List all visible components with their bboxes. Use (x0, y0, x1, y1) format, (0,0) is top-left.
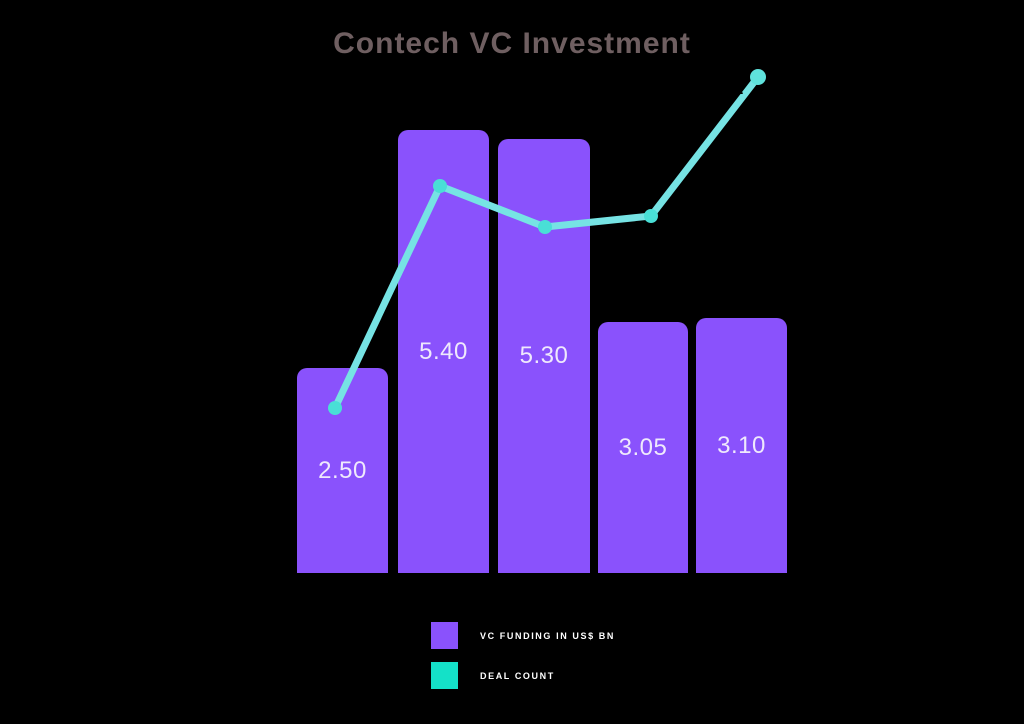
legend-swatch-teal (431, 662, 458, 689)
line-point-marker-4 (644, 209, 658, 223)
chart-title: Contech VC Investment (333, 27, 691, 60)
bar-4: 3.05 (598, 322, 688, 573)
legend-swatch-purple (431, 622, 458, 649)
bar-5-value-label: 3.10 (717, 431, 766, 459)
bar-1: 2.50 (297, 368, 388, 573)
bar-1-value-label: 2.50 (318, 456, 367, 484)
legend-label-funding: VC FUNDING IN US$ BN (480, 630, 616, 641)
line-point-marker-5 (750, 69, 766, 85)
legend-label-deal-count: DEAL COUNT (480, 670, 555, 681)
bar-3-value-label: 5.30 (519, 342, 569, 369)
legend: VC FUNDING IN US$ BN DEAL COUNT (431, 622, 615, 689)
legend-item-deal-count: DEAL COUNT (431, 662, 615, 689)
bar-2: 5.40 (398, 130, 489, 573)
bar-4-value-label: 3.05 (618, 433, 668, 461)
bar-2-value-label: 5.40 (419, 337, 468, 365)
bar-5: 3.10 (696, 318, 787, 573)
legend-item-funding: VC FUNDING IN US$ BN (431, 622, 615, 649)
bar-3: 5.30 (498, 139, 590, 573)
line-end-value-label: 2 (735, 81, 744, 98)
